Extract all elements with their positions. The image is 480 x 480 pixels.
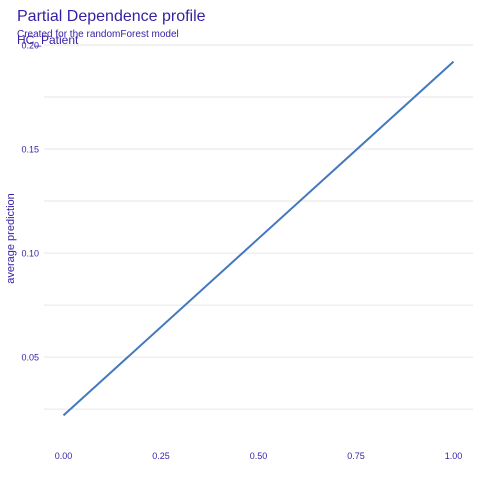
chart-title: Partial Dependence profile bbox=[17, 8, 206, 25]
x-tick-label: 1.00 bbox=[445, 451, 463, 461]
y-tick-label: 0.10 bbox=[21, 249, 39, 259]
y-tick-label: 0.05 bbox=[21, 353, 39, 363]
x-tick-label: 0.75 bbox=[347, 451, 365, 461]
series-line bbox=[62, 60, 455, 417]
axis-layer: 0.05 0.10 0.15 0.20 0.00 0.25 0.50 0.75 1.00 bbox=[21, 41, 462, 462]
panel-label: HC_Patient bbox=[17, 33, 79, 47]
y-tick-label: 0.20 bbox=[21, 41, 39, 51]
grid-layer bbox=[44, 44, 473, 410]
x-tick-label: 0.50 bbox=[250, 451, 268, 461]
x-tick-label: 0.00 bbox=[55, 451, 73, 461]
x-tick-label: 0.25 bbox=[152, 451, 170, 461]
y-tick-label: 0.15 bbox=[21, 145, 39, 155]
series-layer bbox=[62, 60, 455, 417]
chart-subtitle: Created for the randomForest model bbox=[17, 29, 179, 40]
y-axis-label: average prediction bbox=[5, 193, 17, 284]
